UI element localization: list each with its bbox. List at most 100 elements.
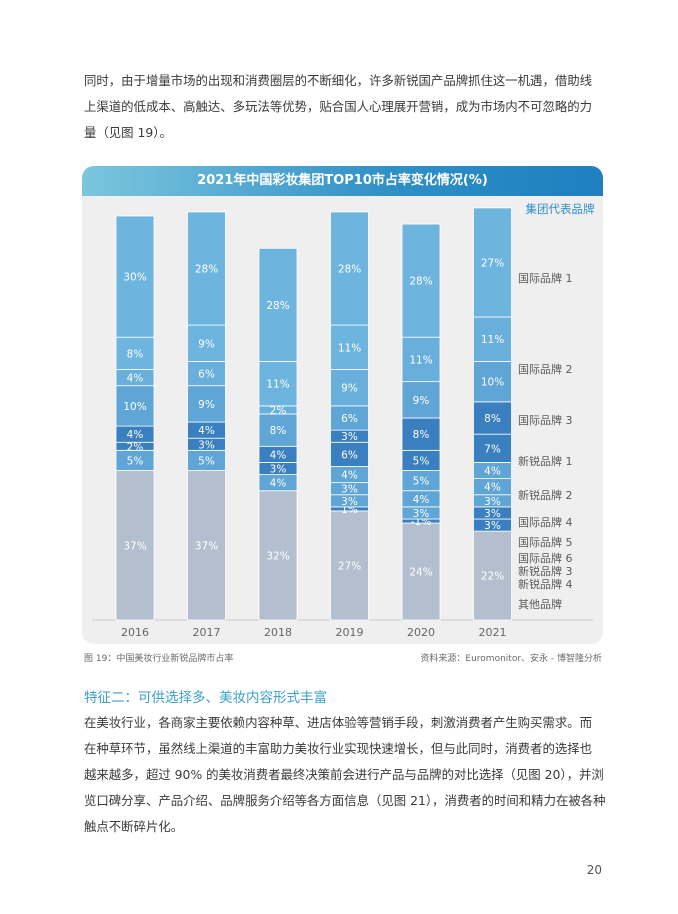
bar-segment — [330, 369, 369, 407]
data-label: 5% — [413, 455, 430, 467]
bar-segment — [115, 470, 155, 621]
intro-paragraph: 同时，由于增量市场的出现和消费圈层的不断细化，许多新锐国产品牌抓住这一机遇，借助… — [84, 68, 604, 146]
data-label: 4% — [127, 429, 144, 441]
body-line: 触点不断碎片化。 — [84, 819, 184, 834]
bar-segment — [187, 211, 226, 326]
bar-segment — [187, 385, 226, 423]
data-label: 27% — [338, 560, 361, 572]
data-label: 8% — [270, 425, 287, 437]
data-label: 3% — [341, 431, 358, 443]
data-label: 3% — [198, 439, 215, 451]
bar-segment — [330, 324, 369, 370]
legend-label: 其他品牌 — [518, 597, 562, 611]
x-tick-label: 2017 — [193, 626, 221, 639]
data-label: 32% — [266, 550, 289, 562]
x-tick-label: 2020 — [407, 626, 435, 639]
data-label: 3% — [270, 464, 287, 476]
bar-segment — [473, 207, 512, 318]
bar-segment — [401, 417, 441, 451]
data-label: 11% — [266, 379, 289, 391]
data-label: 4% — [270, 478, 287, 490]
data-label: 37% — [195, 540, 218, 552]
data-label: 8% — [413, 429, 430, 441]
data-label: 37% — [123, 540, 146, 552]
data-label: 7% — [484, 443, 501, 455]
body-line: 在美妆行业，各商家主要依赖内容种草、进店体验等营销手段，刺激消费者产生购买需求。… — [84, 715, 593, 730]
intro-line: 量（见图 19）。 — [84, 125, 172, 140]
body-line: 越来越多，超过 90% 的美妆消费者最终决策前会进行产品与品牌的对比选择（见图 … — [84, 767, 604, 782]
bar-segment — [473, 401, 512, 435]
data-label: 27% — [481, 257, 504, 269]
data-label: 3% — [341, 496, 358, 508]
data-label: 4% — [127, 373, 144, 385]
data-label: 6% — [198, 369, 215, 381]
data-label: 2% — [270, 405, 287, 417]
intro-line: 上渠道的低成本、高触达、多玩法等优势，贴合国人心理展开营销，成为市场内不可忽略的… — [84, 99, 593, 114]
data-label: 28% — [409, 276, 432, 288]
figure-caption: 图 19：中国美妆行业新锐品牌市占率 — [84, 654, 234, 664]
legend-label: 国际品牌 3 — [518, 413, 573, 427]
x-tick-label: 2019 — [336, 626, 364, 639]
data-label: 4% — [341, 470, 358, 482]
data-label: 3% — [413, 508, 430, 520]
data-label: 3% — [484, 496, 501, 508]
x-tick-label: 2018 — [264, 626, 292, 639]
data-label: 6% — [341, 449, 358, 461]
legend-label: 新锐品牌 1 — [518, 454, 573, 468]
data-label: 5% — [413, 476, 430, 488]
legend-label: 国际品牌 4 — [518, 515, 573, 529]
data-label: 9% — [413, 395, 430, 407]
bar-segment — [401, 336, 441, 383]
legend-label: 国际品牌 5 — [518, 535, 573, 549]
data-label: 28% — [338, 264, 361, 276]
bar-segment — [330, 405, 369, 431]
legend-label: 新锐品牌 4 — [518, 577, 573, 591]
chart-title: 2021年中国彩妆集团TOP10市占率变化情况(%) — [82, 166, 603, 196]
data-label: 28% — [266, 300, 289, 312]
bar-segment — [187, 361, 226, 387]
data-label: 4% — [484, 466, 501, 478]
bar-segment — [258, 361, 298, 407]
data-label: 9% — [198, 399, 215, 411]
data-label: 30% — [123, 272, 146, 284]
data-label: 11% — [481, 334, 504, 346]
legend-label: 国际品牌 2 — [518, 362, 573, 376]
data-label: 4% — [484, 482, 501, 494]
data-label: 10% — [481, 377, 504, 389]
bar-segment — [401, 522, 441, 621]
data-label: 4% — [413, 494, 430, 506]
legend-label: 新锐品牌 3 — [518, 564, 573, 578]
bar-segment — [473, 530, 512, 621]
x-tick-label: 2021 — [479, 626, 507, 639]
source-note: 资料来源：Euromonitor、安永 - 博智隆分析 — [420, 654, 602, 664]
bar-segment — [115, 215, 155, 338]
chart-panel: 2021年中国彩妆集团TOP10市占率变化情况(%) 37% 5% 2% 4% 10% 4… — [82, 166, 603, 644]
bar-segment — [330, 211, 369, 326]
legend-label: 国际品牌 1 — [518, 271, 573, 285]
data-label: 2% — [127, 441, 144, 453]
data-label: 24% — [409, 567, 432, 579]
data-label: 9% — [341, 383, 358, 395]
bar-segment — [330, 510, 369, 621]
data-label: 10% — [123, 401, 146, 413]
data-label: 4% — [270, 449, 287, 461]
data-label: 6% — [341, 413, 358, 425]
bar-segment — [187, 324, 226, 362]
data-label: 8% — [484, 413, 501, 425]
data-label: 4% — [198, 425, 215, 437]
data-label: 3% — [484, 520, 501, 532]
intro-line: 同时，由于增量市场的出现和消费圈层的不断细化，许多新锐国产品牌抓住这一机遇，借助… — [84, 73, 593, 88]
data-label: 28% — [195, 264, 218, 276]
x-tick-label: 2016 — [121, 626, 149, 639]
data-label: 5% — [127, 455, 144, 467]
bar-segment — [187, 470, 226, 621]
stacked-bar-chart: 37%5%2%4%10%4%8%30%201637%5%3%4%9%6%9%28… — [92, 202, 595, 639]
data-label: 11% — [409, 354, 432, 366]
data-label: 5% — [198, 455, 215, 467]
bar-segment — [258, 247, 298, 362]
data-label: 8% — [127, 348, 144, 360]
legend-label: 国际品牌 6 — [518, 551, 573, 565]
data-label: 3% — [341, 484, 358, 496]
data-label: 3% — [484, 508, 501, 520]
body-paragraph: 在美妆行业，各商家主要依赖内容种草、进店体验等营销手段，刺激消费者产生购买需求。… — [84, 710, 606, 840]
